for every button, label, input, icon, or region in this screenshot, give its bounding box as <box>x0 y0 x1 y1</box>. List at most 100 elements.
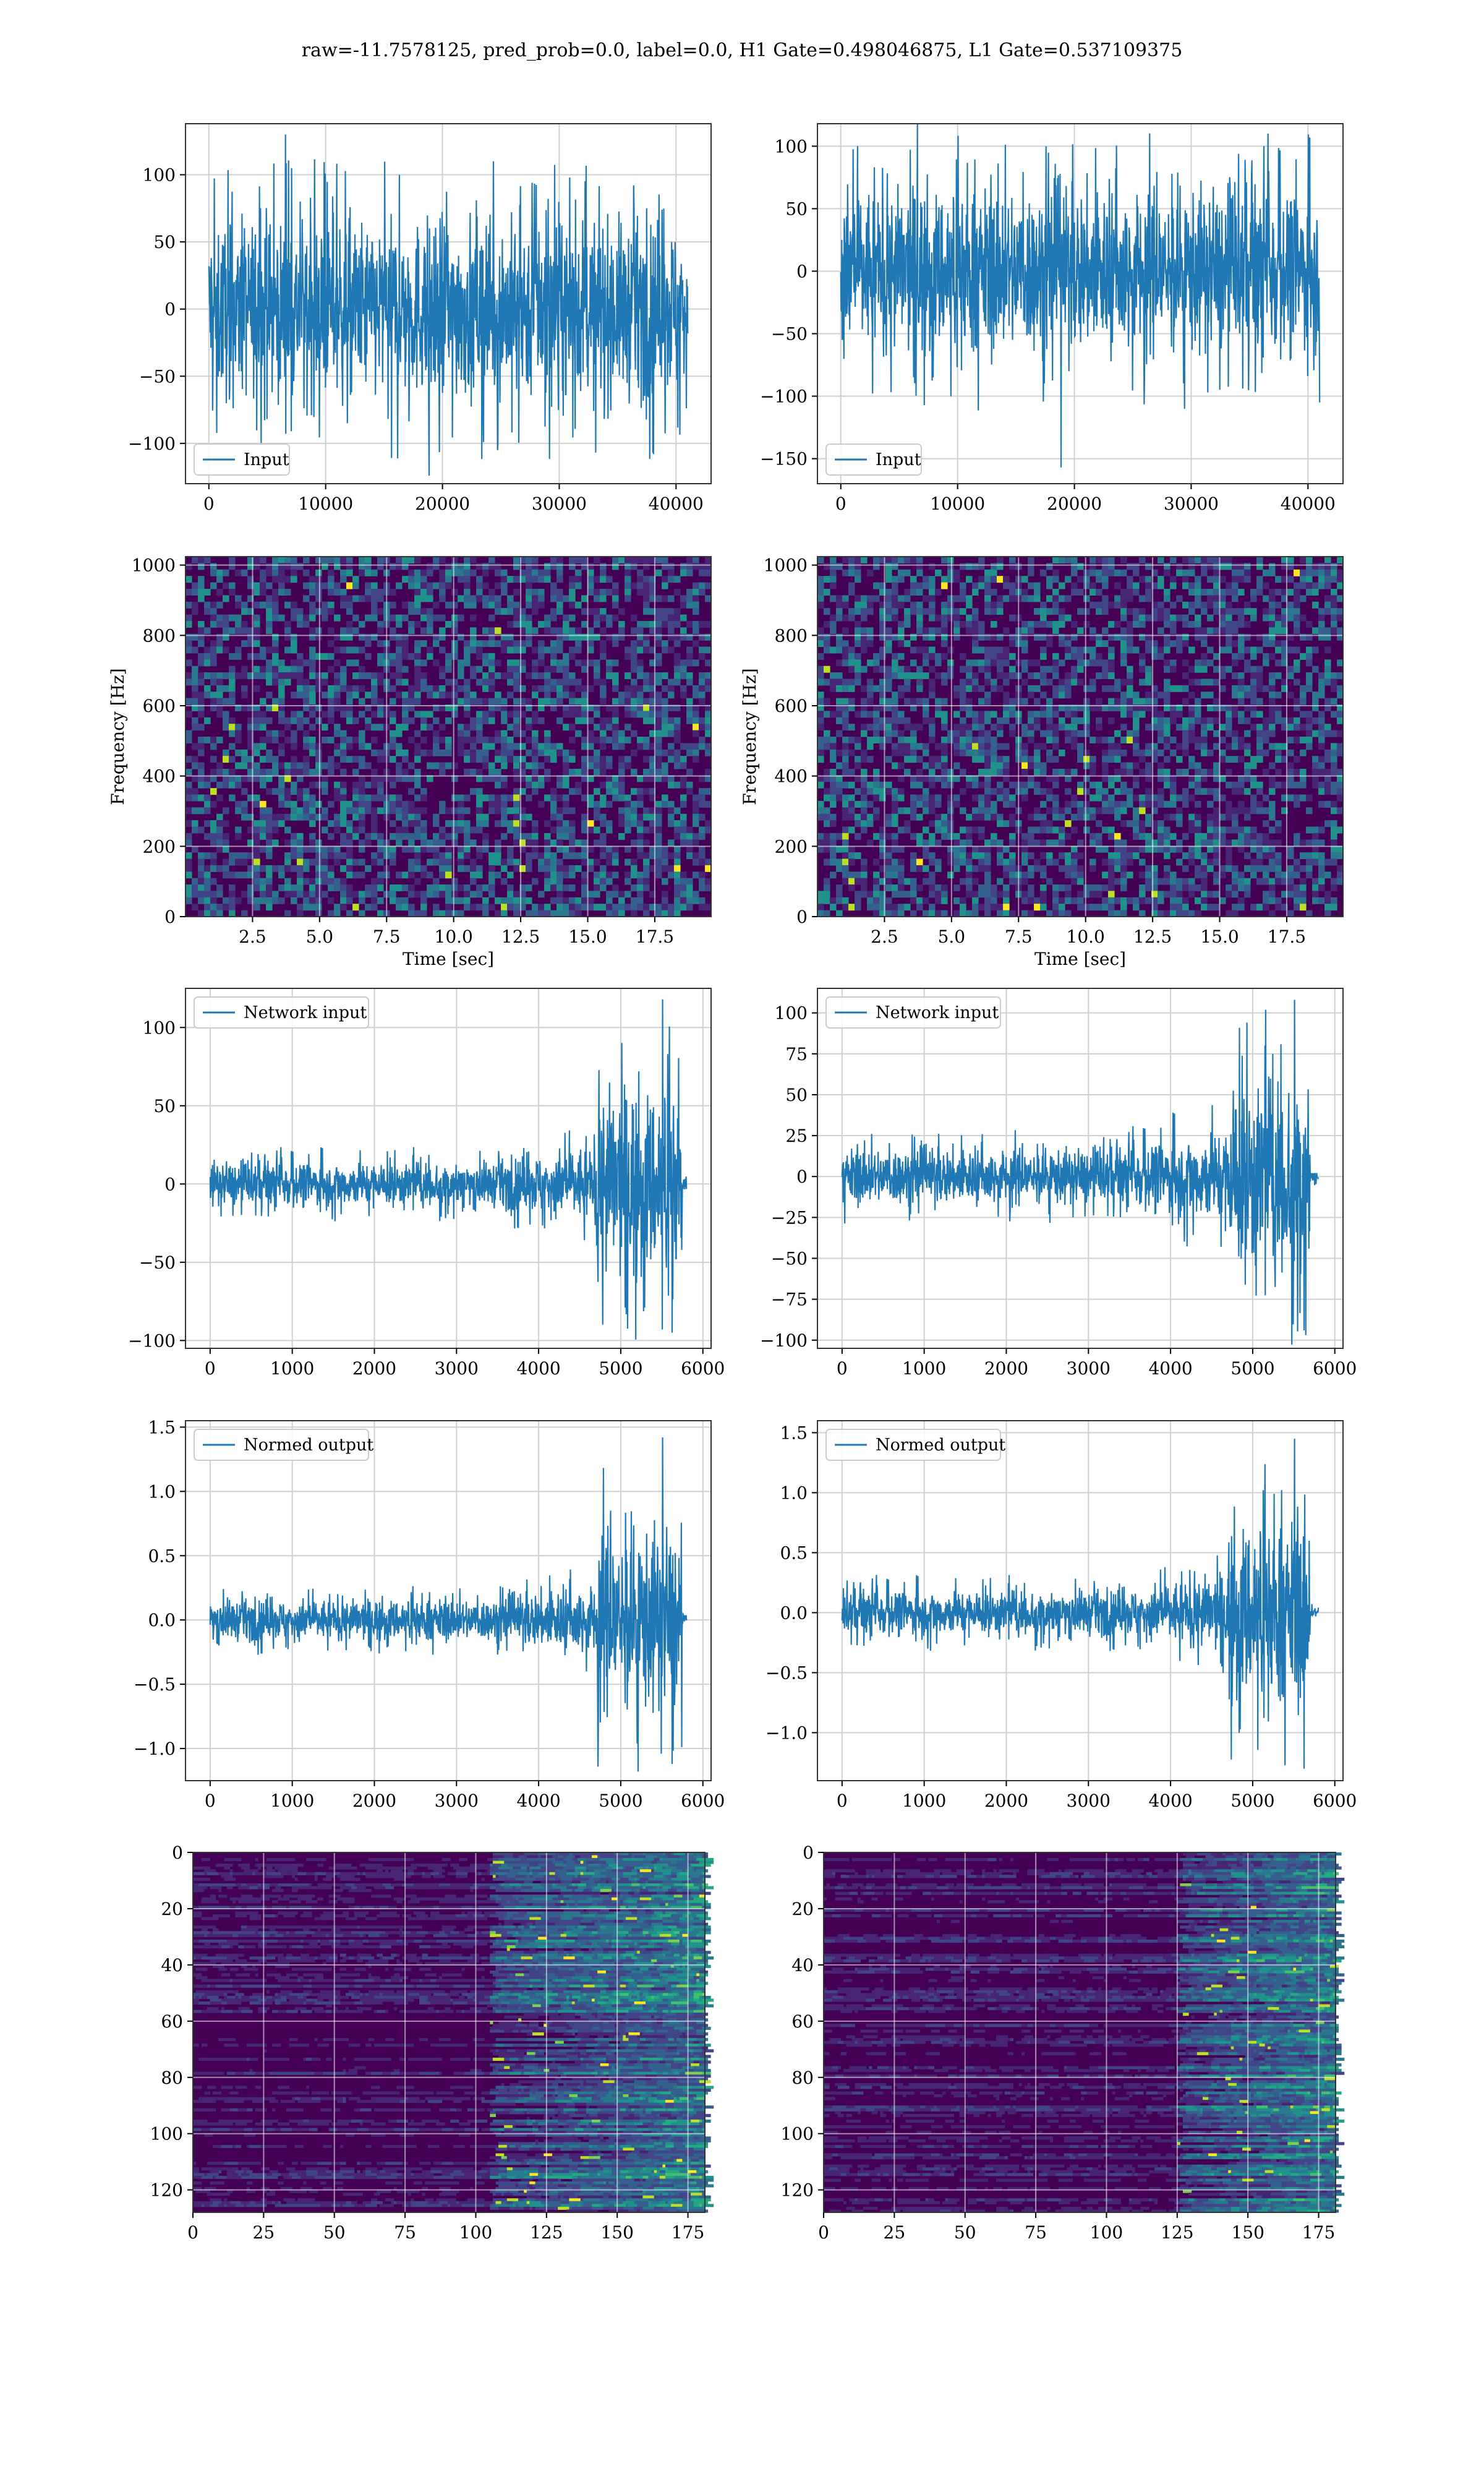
heatmap-cell <box>550 865 557 872</box>
heatmap-cell <box>309 807 316 815</box>
heatmap-cell <box>892 749 898 756</box>
heatmap-cell <box>1250 762 1257 769</box>
heatmap-cell <box>867 781 874 789</box>
heatmap-cell <box>1127 820 1133 828</box>
heatmap-cell <box>699 826 706 834</box>
heatmap-cell <box>1145 666 1152 673</box>
heatmap-cell <box>569 768 576 776</box>
heatmap-cell <box>892 730 898 737</box>
heatmap-cell <box>941 826 948 834</box>
heatmap-cell <box>359 557 365 563</box>
heatmap-cell <box>470 557 477 563</box>
heatmap-cell <box>359 646 365 654</box>
heatmap-cell <box>594 891 600 898</box>
heatmap-cell <box>1195 800 1201 808</box>
heatmap-cell <box>1052 794 1059 802</box>
heatmap-cell <box>861 557 868 563</box>
heatmap-cell <box>377 653 384 660</box>
heatmap-cell <box>291 640 297 648</box>
heatmap-cell <box>1226 826 1232 834</box>
heatmap-cell <box>458 884 464 892</box>
heatmap-cell <box>600 608 607 615</box>
heatmap-cell <box>817 724 824 731</box>
heatmap-cell <box>929 646 936 654</box>
heatmap-cell <box>1102 576 1109 583</box>
heatmap-cell <box>291 563 297 570</box>
heatmap-cell <box>284 563 291 570</box>
heatmap-cell <box>328 820 335 828</box>
heatmap-cell <box>1250 724 1257 731</box>
heatmap-cell <box>575 768 582 776</box>
heatmap-cell <box>892 794 898 802</box>
heatmap-cell <box>885 608 892 615</box>
heatmap-cell <box>1059 724 1065 731</box>
heatmap-cell <box>1096 653 1102 660</box>
heatmap-cell <box>254 800 260 808</box>
heatmap-cell <box>699 775 706 782</box>
heatmap-cell <box>420 871 427 879</box>
heatmap-cell <box>476 904 483 911</box>
heatmap-cell <box>247 794 254 802</box>
heatmap-cell <box>544 730 551 737</box>
heatmap-cell <box>873 788 880 795</box>
heatmap-cell <box>1238 633 1245 641</box>
heatmap-cell <box>1151 691 1158 699</box>
heatmap-cell <box>420 608 427 615</box>
heatmap-cell <box>445 820 452 828</box>
heatmap-cell <box>346 557 353 563</box>
heatmap-cell <box>402 576 409 583</box>
heatmap-cell <box>550 826 557 834</box>
heatmap-cell <box>1201 749 1208 756</box>
heatmap-cell <box>1201 724 1208 731</box>
heatmap-cell <box>445 666 452 673</box>
heatmap-cell <box>618 737 625 743</box>
heatmap-cell <box>1021 749 1028 756</box>
heatmap-cell <box>643 633 650 641</box>
heatmap-cell <box>198 865 205 872</box>
heatmap-cell <box>229 685 236 692</box>
heatmap-cell <box>693 711 699 718</box>
heatmap-cell <box>284 813 291 821</box>
heatmap-cell <box>198 653 205 660</box>
heatmap-cell <box>420 865 427 872</box>
heatmap-cell <box>1269 678 1276 686</box>
heatmap-cell <box>322 608 328 615</box>
heatmap-cell <box>216 884 223 892</box>
heatmap-cell <box>916 833 923 840</box>
heatmap-cell <box>817 588 824 596</box>
heatmap-cell <box>637 627 644 635</box>
heatmap-cell <box>1195 717 1201 724</box>
heatmap-cell <box>1021 627 1028 635</box>
heatmap-cell <box>693 839 699 847</box>
heatmap-cell <box>699 845 706 853</box>
heatmap-cell <box>978 724 985 731</box>
heatmap-cell <box>587 659 594 667</box>
heatmap-cell <box>581 666 588 673</box>
heatmap-cell <box>198 711 205 718</box>
heatmap-cell <box>1281 588 1288 596</box>
heatmap-cell <box>291 743 297 750</box>
heatmap-cell <box>842 678 849 686</box>
heatmap-cell <box>960 826 966 834</box>
heatmap-cell <box>272 839 279 847</box>
heatmap-cell <box>1108 717 1115 724</box>
heatmap-cell <box>334 659 341 667</box>
heatmap-cell <box>470 858 477 866</box>
heatmap-cell <box>303 743 310 750</box>
heatmap-cell <box>1318 563 1325 570</box>
heatmap-cell <box>210 659 217 667</box>
heatmap-cell <box>408 775 415 782</box>
heatmap-cell <box>346 743 353 750</box>
heatmap-cell <box>414 794 421 802</box>
heatmap-cell <box>439 633 446 641</box>
heatmap-cell <box>272 813 279 821</box>
heatmap-cell <box>241 858 248 866</box>
heatmap-cell <box>451 653 458 660</box>
heatmap-cell <box>625 762 631 769</box>
heatmap-cell <box>377 910 384 917</box>
heatmap-cell <box>1108 833 1115 840</box>
heatmap-cell <box>365 839 372 847</box>
heatmap-cell <box>637 839 644 847</box>
heatmap-cell <box>204 871 211 879</box>
heatmap-cell <box>885 569 892 576</box>
